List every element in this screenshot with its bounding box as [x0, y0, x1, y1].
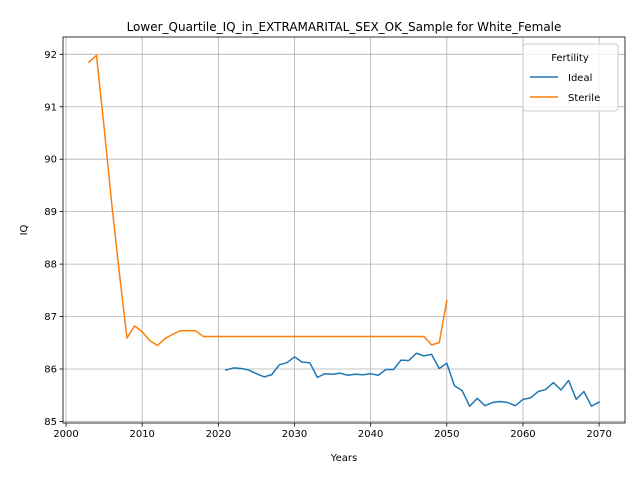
legend-label-sterile: Sterile	[568, 93, 600, 104]
legend-label-ideal: Ideal	[568, 73, 592, 84]
legend: Fertility Ideal Sterile	[522, 43, 619, 112]
y-tick-label: 91	[44, 102, 57, 113]
y-tick-label: 88	[44, 260, 57, 271]
x-tick-label: 2020	[206, 429, 231, 440]
legend-box	[522, 43, 619, 112]
chart-title: Lower_Quartile_IQ_in_EXTRAMARITAL_SEX_OK…	[127, 20, 562, 34]
y-axis-label: IQ	[19, 224, 30, 235]
y-tick-label: 85	[44, 417, 57, 428]
x-tick-label: 2060	[510, 429, 535, 440]
legend-title: Fertility	[551, 53, 589, 64]
series-line-ideal	[225, 352, 601, 407]
x-axis-label: Years	[330, 453, 357, 464]
series-line-sterile	[87, 54, 448, 347]
y-tick-label: 92	[44, 50, 57, 61]
y-tick-label: 87	[44, 312, 57, 323]
x-tick-label: 2070	[586, 429, 611, 440]
y-tick-label: 86	[44, 364, 57, 375]
y-axis: 85 86 87 88 89 90 91 92	[44, 50, 63, 428]
x-tick-label: 2030	[282, 429, 307, 440]
x-tick-label: 2040	[358, 429, 383, 440]
plot-frame	[62, 36, 626, 424]
x-tick-label: 2050	[434, 429, 459, 440]
x-tick-label: 2000	[53, 429, 78, 440]
x-tick-label: 2010	[129, 429, 154, 440]
y-tick-label: 89	[44, 207, 57, 218]
series-layer	[87, 54, 601, 407]
y-tick-label: 90	[44, 155, 57, 166]
x-axis: 2000 2010 2020 2030 2040 2050 2060 2070	[53, 423, 612, 440]
